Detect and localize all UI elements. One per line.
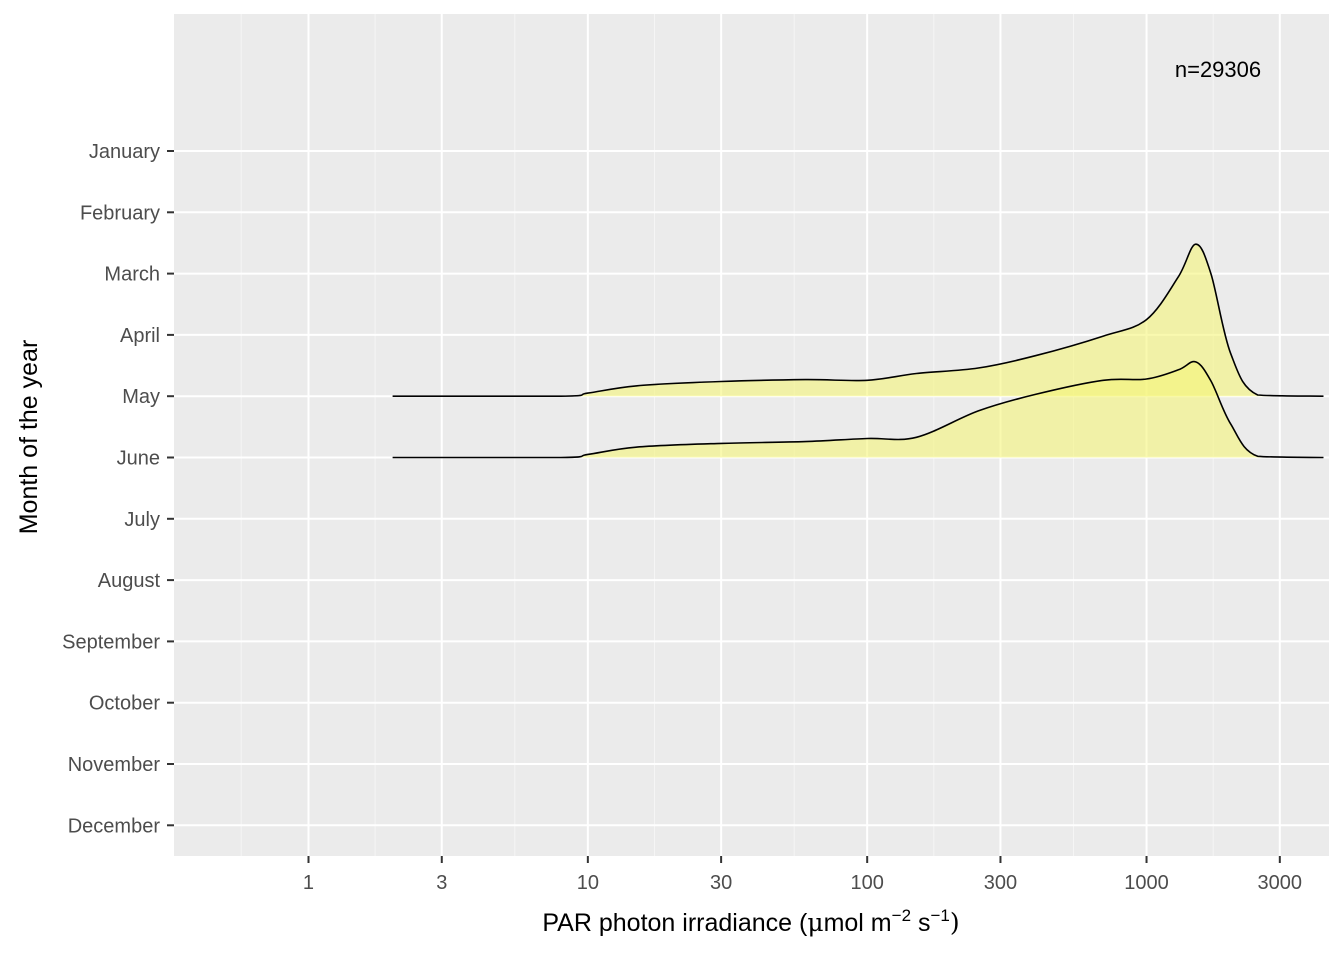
y-tick-label: November [68,754,161,776]
x-axis-title: PAR photon irradiance (μmol m−2 s−1) [542,906,959,937]
y-axis: January February March April May June July Augu… [62,141,174,837]
ridge-line-may [392,243,1324,398]
x-tick-label: 3000 [1258,872,1303,894]
x-tick-label: 300 [984,872,1017,894]
x-tick-label: 30 [710,872,732,894]
x-tick-label: 100 [850,872,883,894]
ridge-fill-may [392,244,1324,397]
y-tick-label: August [98,570,161,592]
y-axis-title: Month of the year [15,340,43,535]
x-axis-title-s-exponent: −1 [930,906,949,925]
y-tick-label: September [62,631,160,653]
y-tick-label: July [124,509,160,531]
x-axis-title-close: ) [950,908,960,937]
y-tick-label: June [117,448,160,470]
y-tick-label: January [89,141,160,163]
x-axis-title-mu: μ [807,908,823,937]
y-tick-label: February [80,202,160,224]
ridge-line-june [392,360,1324,459]
x-axis-title-main: PAR photon irradiance ( [542,909,808,937]
sample-size-annotation: n=29306 [1175,57,1261,82]
y-tick-label: March [104,264,160,286]
x-axis: 1 3 10 30 100 300 1000 3000 [303,856,1302,894]
y-tick-label: May [122,386,160,408]
x-tick-label: 1000 [1124,872,1169,894]
y-tick-label: December [68,815,161,837]
x-tick-label: 1 [303,872,314,894]
x-axis-title-s: s [911,909,930,937]
x-axis-title-mol: mol m [824,909,892,937]
x-axis-title-m-exponent: −2 [892,906,911,925]
ridge-fill-june [392,361,1324,458]
y-tick-label: April [120,325,160,347]
density-ridges [392,243,1324,459]
x-tick-label: 10 [577,872,599,894]
y-tick-label: October [89,693,160,715]
x-tick-label: 3 [436,872,447,894]
